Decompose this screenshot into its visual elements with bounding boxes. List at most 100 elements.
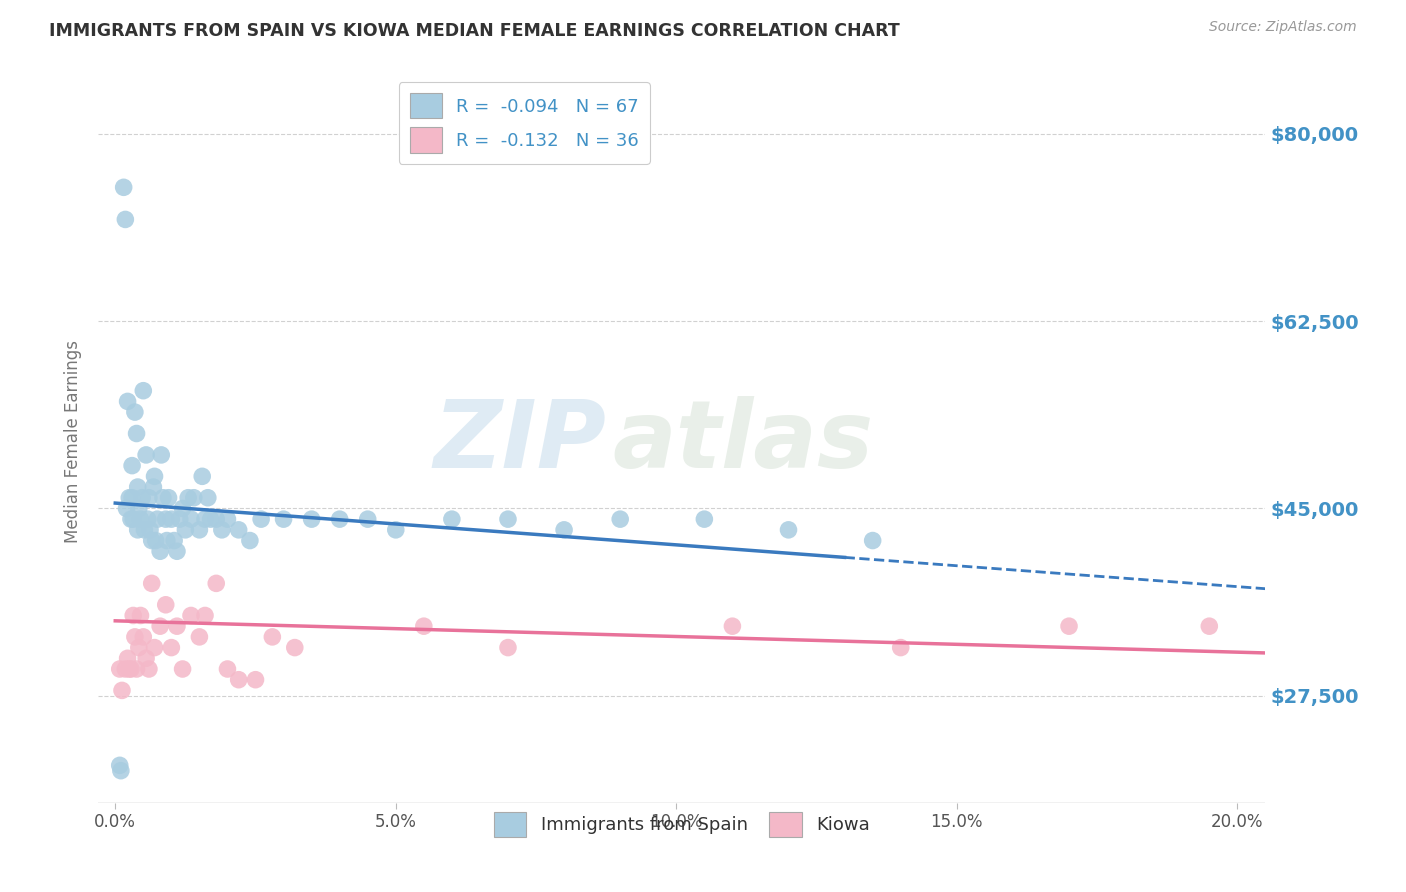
Point: [124, 630, 146, 644]
Point: [121, 491, 143, 505]
Point: [149, 619, 172, 633]
Point: [172, 662, 194, 676]
Point: [120, 512, 142, 526]
Point: [188, 523, 211, 537]
Point: [127, 480, 149, 494]
Y-axis label: Median Female Earnings: Median Female Earnings: [65, 340, 83, 543]
Point: [1198, 619, 1220, 633]
Point: [205, 512, 228, 526]
Point: [111, 683, 134, 698]
Point: [135, 651, 157, 665]
Point: [150, 448, 173, 462]
Point: [121, 458, 143, 473]
Point: [138, 491, 160, 505]
Point: [496, 512, 519, 526]
Point: [135, 448, 157, 462]
Point: [160, 640, 183, 655]
Point: [250, 512, 273, 526]
Point: [143, 640, 166, 655]
Point: [301, 512, 323, 526]
Point: [183, 491, 205, 505]
Point: [155, 598, 177, 612]
Point: [217, 662, 239, 676]
Point: [384, 523, 406, 537]
Point: [228, 523, 250, 537]
Point: [129, 512, 152, 526]
Point: [114, 662, 136, 676]
Text: IMMIGRANTS FROM SPAIN VS KIOWA MEDIAN FEMALE EARNINGS CORRELATION CHART: IMMIGRANTS FROM SPAIN VS KIOWA MEDIAN FE…: [49, 22, 900, 40]
Point: [262, 630, 284, 644]
Point: [188, 630, 211, 644]
Point: [136, 512, 159, 526]
Point: [118, 491, 141, 505]
Point: [112, 180, 135, 194]
Point: [155, 512, 177, 526]
Point: [284, 640, 307, 655]
Point: [166, 619, 188, 633]
Point: [228, 673, 250, 687]
Point: [177, 491, 200, 505]
Legend: Immigrants from Spain, Kiowa: Immigrants from Spain, Kiowa: [486, 805, 877, 845]
Point: [110, 764, 132, 778]
Point: [139, 523, 162, 537]
Point: [157, 491, 180, 505]
Point: [142, 480, 165, 494]
Point: [108, 758, 131, 772]
Point: [163, 533, 186, 548]
Point: [174, 523, 197, 537]
Point: [141, 533, 163, 548]
Point: [778, 523, 800, 537]
Text: ZIP: ZIP: [433, 395, 606, 488]
Point: [122, 608, 145, 623]
Point: [149, 544, 172, 558]
Point: [127, 523, 149, 537]
Point: [146, 512, 169, 526]
Point: [120, 662, 142, 676]
Point: [169, 512, 191, 526]
Point: [609, 512, 631, 526]
Point: [239, 533, 262, 548]
Point: [141, 576, 163, 591]
Point: [160, 512, 183, 526]
Point: [200, 512, 222, 526]
Point: [117, 651, 139, 665]
Point: [273, 512, 295, 526]
Point: [117, 394, 139, 409]
Point: [128, 501, 150, 516]
Point: [122, 512, 145, 526]
Point: [440, 512, 463, 526]
Point: [134, 523, 156, 537]
Point: [1057, 619, 1080, 633]
Point: [124, 405, 146, 419]
Point: [166, 544, 188, 558]
Point: [114, 212, 136, 227]
Point: [412, 619, 434, 633]
Point: [125, 662, 148, 676]
Point: [862, 533, 884, 548]
Point: [152, 491, 174, 505]
Point: [129, 608, 152, 623]
Point: [496, 640, 519, 655]
Point: [138, 662, 160, 676]
Point: [890, 640, 912, 655]
Text: Source: ZipAtlas.com: Source: ZipAtlas.com: [1209, 20, 1357, 34]
Text: atlas: atlas: [612, 395, 873, 488]
Point: [108, 662, 131, 676]
Point: [172, 501, 194, 516]
Point: [191, 469, 214, 483]
Point: [553, 523, 575, 537]
Point: [128, 640, 150, 655]
Point: [194, 512, 217, 526]
Point: [131, 491, 153, 505]
Point: [156, 533, 179, 548]
Point: [211, 523, 233, 537]
Point: [357, 512, 380, 526]
Point: [125, 426, 148, 441]
Point: [180, 608, 202, 623]
Point: [132, 384, 155, 398]
Point: [693, 512, 716, 526]
Point: [721, 619, 744, 633]
Point: [329, 512, 352, 526]
Point: [118, 662, 141, 676]
Point: [205, 576, 228, 591]
